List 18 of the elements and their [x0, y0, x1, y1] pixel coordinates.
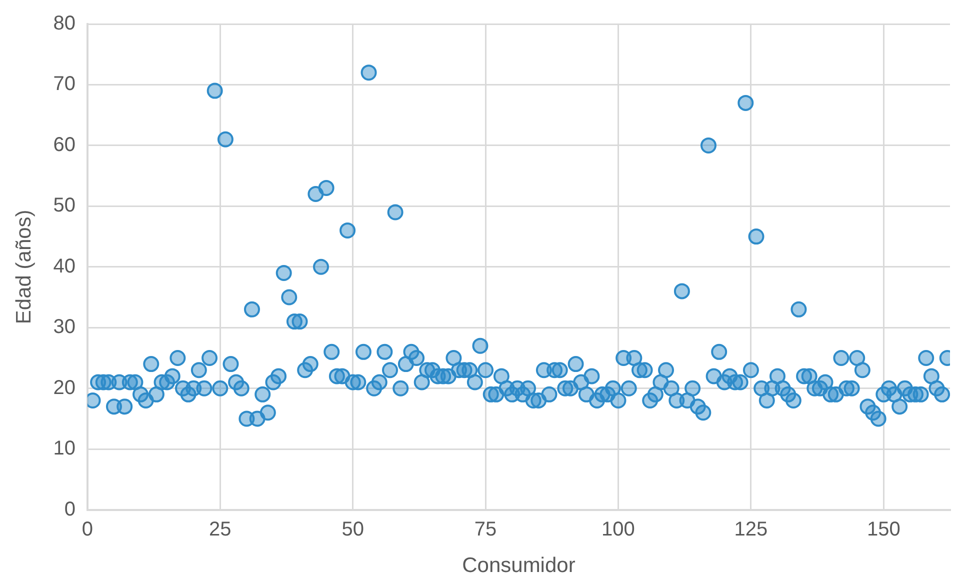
- x-axis-title: Consumidor: [462, 554, 576, 578]
- x-tick-label: 50: [342, 518, 364, 540]
- y-tick-label: 70: [53, 73, 76, 96]
- x-tick-label: 0: [82, 518, 94, 540]
- x-tick-label: 150: [866, 518, 900, 540]
- x-tick-label: 125: [734, 518, 768, 540]
- x-tick-label: 25: [209, 518, 232, 540]
- y-tick-label: 10: [53, 438, 76, 460]
- y-tick-label: 20: [53, 376, 76, 399]
- y-tick-label: 30: [53, 316, 76, 338]
- x-tick-label: 100: [602, 518, 635, 540]
- y-tick-label: 0: [64, 498, 76, 520]
- x-tick-label: 75: [474, 518, 497, 540]
- y-tick-label: 60: [53, 134, 76, 156]
- y-axis-title: Edad (años): [12, 210, 36, 324]
- y-tick-label: 50: [53, 194, 76, 217]
- y-tick-label: 80: [53, 12, 76, 35]
- y-tick-label: 40: [53, 255, 76, 278]
